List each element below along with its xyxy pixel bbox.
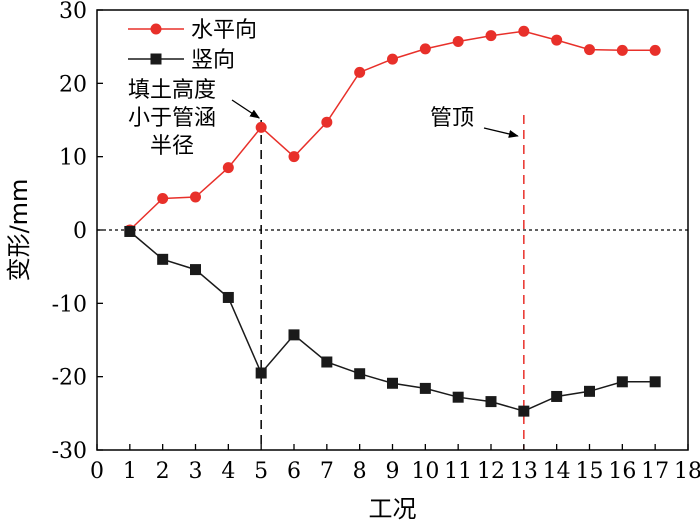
x-axis-label: 工况 xyxy=(369,495,417,523)
x-tick-label: 6 xyxy=(287,459,301,484)
x-tick-label: 16 xyxy=(608,459,636,484)
y-axis-label: 变形/mm xyxy=(5,179,33,282)
data-point-horizontal xyxy=(321,116,333,128)
legend-marker-circle xyxy=(150,23,162,35)
data-point-vertical xyxy=(190,264,201,276)
annotation-fill-height-arrow xyxy=(231,99,261,119)
reference-lines xyxy=(97,115,688,450)
y-tick-label: 20 xyxy=(59,72,87,97)
data-point-vertical xyxy=(321,356,333,368)
x-tick-label: 11 xyxy=(444,459,472,484)
data-point-vertical xyxy=(222,291,234,303)
y-tick-label: 30 xyxy=(59,0,87,24)
x-tick-label: 15 xyxy=(576,459,604,484)
annotation-fill-height-line1: 填土高度 xyxy=(128,78,216,103)
annotation-fill-height-line3: 半径 xyxy=(150,134,194,159)
x-tick-label: 10 xyxy=(411,459,439,484)
data-point-horizontal xyxy=(616,44,628,56)
data-point-horizontal xyxy=(518,25,530,37)
data-point-vertical xyxy=(157,253,169,265)
data-point-horizontal xyxy=(157,192,169,204)
x-tick-label: 7 xyxy=(320,459,334,484)
data-point-horizontal xyxy=(419,43,431,55)
data-point-horizontal xyxy=(452,36,464,48)
data-point-horizontal xyxy=(387,53,398,65)
data-point-horizontal xyxy=(584,44,595,56)
x-tick-label: 3 xyxy=(189,459,203,484)
data-point-vertical xyxy=(649,376,661,388)
data-point-vertical xyxy=(452,391,464,403)
data-point-vertical xyxy=(551,390,563,402)
series-layer xyxy=(124,25,661,417)
x-tick-label: 1 xyxy=(123,459,137,484)
data-point-vertical xyxy=(584,385,595,397)
legend-marker-square xyxy=(150,53,162,65)
annotations: 填土高度 小于管涵 半径 管顶 xyxy=(128,78,519,159)
data-point-vertical xyxy=(485,396,497,408)
y-tick-label: -20 xyxy=(52,366,87,391)
axis-ticks: 0 1 2 3 4 5 6 7 8 9 10 11 12 13 14 15 16 17 18-30-20-10010… xyxy=(52,0,700,484)
x-tick-label: 12 xyxy=(477,459,505,484)
x-tick-label: 4 xyxy=(221,459,235,484)
x-tick-label: 5 xyxy=(254,459,268,484)
x-tick-label: 8 xyxy=(353,459,367,484)
data-point-horizontal xyxy=(485,30,497,42)
data-point-vertical xyxy=(387,377,398,389)
x-tick-label: 17 xyxy=(641,459,669,484)
annotation-pipe-top-arrow xyxy=(483,127,519,138)
y-tick-label: -30 xyxy=(52,439,87,464)
data-point-horizontal xyxy=(551,34,563,46)
x-tick-label: 2 xyxy=(156,459,170,484)
legend: 水平向 竖向 xyxy=(128,18,257,73)
data-point-horizontal xyxy=(288,151,300,163)
data-point-vertical xyxy=(518,405,530,417)
data-point-vertical xyxy=(255,367,267,379)
data-point-horizontal xyxy=(354,66,366,78)
data-point-horizontal xyxy=(649,44,661,56)
x-tick-label: 9 xyxy=(386,459,400,484)
y-tick-label: 0 xyxy=(73,219,87,244)
x-tick-label: 18 xyxy=(674,459,700,484)
data-point-vertical xyxy=(354,368,366,380)
x-tick-label: 13 xyxy=(510,459,538,484)
x-tick-label: 0 xyxy=(90,459,104,484)
legend-label-horizontal: 水平向 xyxy=(191,18,257,43)
data-point-horizontal xyxy=(190,191,201,203)
y-tick-label: -10 xyxy=(52,292,87,317)
y-tick-label: 10 xyxy=(59,146,87,171)
legend-label-vertical: 竖向 xyxy=(191,48,235,73)
x-tick-label: 14 xyxy=(543,459,571,484)
data-point-vertical xyxy=(419,382,431,394)
annotation-pipe-top-label: 管顶 xyxy=(430,106,474,131)
data-point-vertical xyxy=(288,329,300,341)
data-point-vertical xyxy=(616,376,628,388)
data-point-vertical xyxy=(124,225,136,237)
data-point-horizontal xyxy=(222,162,234,174)
annotation-fill-height-line2: 小于管涵 xyxy=(128,106,216,131)
data-point-horizontal xyxy=(255,121,267,133)
